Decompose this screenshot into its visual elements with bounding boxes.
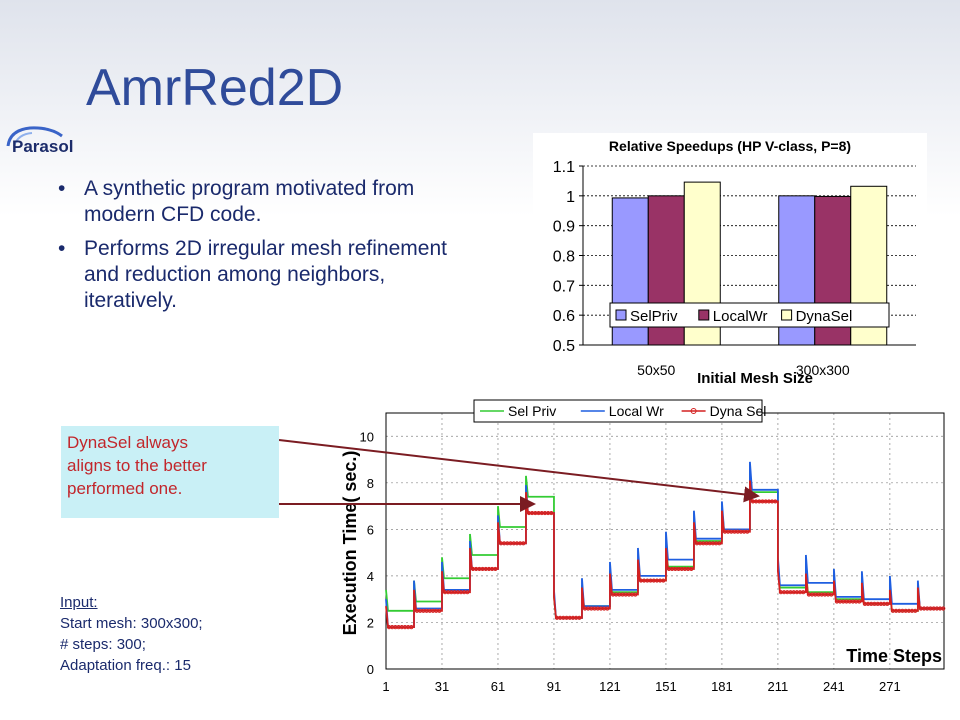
y-tick-label: 1.1 [553,159,575,176]
x-tick-label: 241 [823,679,845,694]
legend-swatch [698,309,710,321]
y-tick-label: 0 [367,662,374,677]
parasol-logo-icon [6,126,63,147]
callout-box: DynaSel always aligns to the better perf… [61,426,279,518]
y-tick-label: 10 [360,429,374,444]
x-tick-label: 50x50 [637,362,675,378]
x-tick-label: 300x300 [796,362,850,378]
legend-label: Sel Priv [508,403,556,419]
series-point [493,566,498,572]
series-point [661,578,666,583]
legend-label: Dyna Sel [710,403,767,419]
x-tick-label: 181 [711,679,733,694]
series-point [633,592,638,597]
series-point [577,615,582,620]
series-point [465,590,470,595]
y-tick-label: 4 [367,569,374,584]
input-line: # steps: 300; [60,636,146,653]
x-tick-label: 151 [655,679,677,694]
y-tick-label: 0.7 [553,278,575,295]
legend-swatch [615,309,627,321]
speedup-bar-chart: Relative Speedups (HP V-class, P=8) 0.5 0.… [553,138,916,387]
series-point [689,566,694,572]
y-tick-label: 0.8 [553,249,575,266]
speedup-chart-panel: Relative Speedups (HP V-class, P=8) 0.5 0.… [533,133,927,389]
x-axis-label: Time Steps [846,646,942,666]
series-point [521,541,526,546]
bullet-text: Performs 2D irregular mesh refinement an… [84,237,447,312]
y-tick-label: 0.9 [553,219,575,236]
series-point [409,625,414,630]
y-tick-label: 6 [367,522,374,537]
y-tick-label: 8 [367,476,374,491]
series-point [605,606,610,611]
x-tick-label: 31 [435,679,449,694]
y-tick-label: 2 [367,615,374,630]
chart-title: Relative Speedups (HP V-class, P=8) [609,138,851,154]
x-tick-label: 1 [382,679,389,694]
legend-frame [609,302,890,328]
legend-swatch [781,309,793,321]
x-tick-label: 61 [491,679,505,694]
bullet-item: • Performs 2D irregular mesh refinement … [58,236,478,314]
x-tick-label: 91 [547,679,561,694]
logo-text: Parasol [12,137,74,156]
legend-label: LocalWr [713,308,768,325]
callout-line: aligns to the better [67,456,207,475]
legend-marker [690,408,697,414]
legend-label: DynaSel [796,308,853,325]
chart-legend: SelPriv LocalWr DynaSel [609,302,890,328]
callout-line: performed one. [67,479,183,498]
series-point [913,608,918,613]
chart-legend: Sel Priv Local Wr Dyna Sel [473,399,767,423]
execution-time-chart-panel: 0 2 4 6 8 10 1 31 61 91 121 151 181 211 241 271 Executio… [326,393,958,715]
callout-line: DynaSel always [67,433,188,452]
x-tick-label: 211 [768,679,789,694]
series-point [549,510,554,516]
y-tick-label: 0.6 [553,308,575,325]
y-tick-label: 1 [566,189,575,206]
input-title: Input: [60,594,98,611]
bullet-marker: • [58,177,66,200]
series-point [829,592,834,597]
series-point [717,541,722,546]
y-axis-label: Execution Time( sec.) [340,451,360,636]
legend-frame [473,399,763,423]
series-point [857,599,862,604]
input-line: Adaptation freq.: 15 [60,657,191,674]
legend-label: SelPriv [630,308,678,325]
input-line: Start mesh: 300x300; [60,615,203,632]
legend-label: Local Wr [609,403,664,419]
x-tick-label: 271 [879,679,901,694]
bullet-item: • A synthetic program motivated from mod… [58,176,478,228]
bullet-list: • A synthetic program motivated from mod… [58,176,478,322]
series-point [801,590,806,595]
series-point [941,606,946,611]
input-description: Input: Start mesh: 300x300; # steps: 300… [60,592,203,676]
series-point [885,601,890,606]
x-axis-label: Initial Mesh Size [697,370,813,387]
series-line [385,480,944,629]
series-point [773,499,778,504]
slide-title: AmrRed2D [86,59,344,117]
execution-time-line-chart: 0 2 4 6 8 10 1 31 61 91 121 151 181 211 241 271 Executio… [340,399,946,694]
series-point [437,608,442,613]
y-tick-label: 0.5 [553,338,575,355]
bullet-marker: • [58,237,66,260]
series-point [745,529,750,534]
x-tick-label: 121 [599,679,621,694]
bullet-text: A synthetic program motivated from moder… [84,177,415,226]
